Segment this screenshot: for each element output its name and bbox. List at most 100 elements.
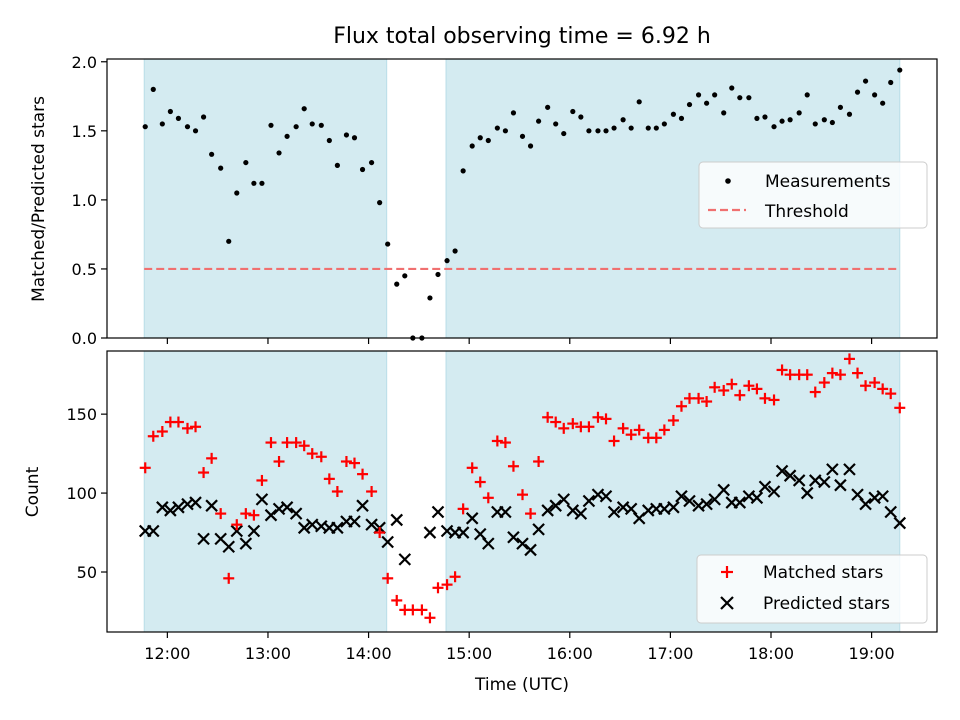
matched-star-point xyxy=(550,416,562,428)
measurement-point xyxy=(888,79,894,86)
predicted-star-point xyxy=(365,518,378,531)
predicted-star-point xyxy=(574,507,588,520)
matched-star-point xyxy=(248,509,260,521)
x-tick-label: 18:00 xyxy=(748,644,794,663)
predicted-star-point xyxy=(222,540,236,554)
matched-star-point xyxy=(843,353,855,365)
predicted-star-point xyxy=(264,508,278,522)
measurement-point xyxy=(326,137,332,144)
predicted-star-point xyxy=(348,515,361,528)
measurement-points xyxy=(142,67,903,341)
measurement-point xyxy=(779,118,785,124)
legend-label-measurements: Measurements xyxy=(765,172,891,192)
count-panel: 50 100 150 12:00 13:00 14:00 15:00 16:00 17:00 18… xyxy=(23,350,938,695)
matched-star-point xyxy=(759,392,771,404)
legend-label-matched: Matched stars xyxy=(763,563,883,583)
matched-star-point xyxy=(525,508,537,520)
measurement-point xyxy=(150,86,156,92)
matched-star-point xyxy=(709,381,721,393)
top-y-tick-label: 1.5 xyxy=(72,122,97,141)
matched-star-point xyxy=(223,572,235,584)
measurement-point xyxy=(746,95,752,101)
top-axis-ticks: 0.0 0.5 1.0 1.5 2.0 xyxy=(72,53,873,348)
matched-star-point xyxy=(667,414,679,426)
matched-star-point xyxy=(432,582,444,594)
matched-star-point xyxy=(265,437,277,449)
measurement-point xyxy=(494,125,500,131)
predicted-star-point xyxy=(516,537,529,550)
measurement-point xyxy=(218,165,224,171)
matched-star-point xyxy=(834,369,846,381)
predicted-star-point xyxy=(792,474,806,487)
predicted-star-point xyxy=(582,494,596,508)
ratio-panel: 0.00.51.01.52.0 Matched/Predicted stars … xyxy=(29,53,938,348)
predicted-star-point xyxy=(859,497,872,511)
predicted-star-point xyxy=(499,505,512,519)
measurement-point xyxy=(276,150,282,156)
x-tick-label: 17:00 xyxy=(647,644,693,663)
top-y-tick-label: 2.0 xyxy=(72,53,97,72)
measurement-point xyxy=(620,117,626,123)
measurement-point xyxy=(226,238,232,244)
measurement-point xyxy=(469,143,475,149)
measurement-point xyxy=(686,101,693,108)
measurement-point xyxy=(846,111,853,117)
measurement-point xyxy=(359,166,366,173)
matched-star-point xyxy=(583,421,595,433)
matched-star-point xyxy=(650,432,662,444)
measurement-point xyxy=(636,99,642,105)
matched-star-point xyxy=(231,519,243,531)
matched-star-point xyxy=(542,411,554,423)
predicted-star-point xyxy=(884,505,897,519)
predicted-star-point xyxy=(280,501,294,514)
matched-star-point xyxy=(608,435,620,447)
measurement-point xyxy=(402,273,408,279)
top-legend-box xyxy=(698,161,928,229)
predicted-star-point xyxy=(189,496,202,509)
matched-star-point xyxy=(693,392,705,404)
measurement-point xyxy=(502,128,508,134)
predicted-star-point xyxy=(717,483,730,497)
matched-star-point xyxy=(701,396,713,408)
matched-star-point xyxy=(374,527,386,539)
bottom-y-tick-label: 150 xyxy=(66,405,97,424)
measurement-point xyxy=(536,118,542,124)
measurement-point xyxy=(243,159,249,166)
measurement-point xyxy=(167,108,173,115)
top-y-tick-label: 0.5 xyxy=(72,260,97,279)
measurement-point xyxy=(586,128,592,134)
matched-star-point xyxy=(517,489,529,501)
measurement-point xyxy=(678,115,685,121)
legend-label-threshold: Threshold xyxy=(764,202,849,222)
matched-star-point xyxy=(533,456,545,468)
matched-star-point xyxy=(340,456,352,468)
matched-star-point xyxy=(852,367,864,379)
measurement-point xyxy=(318,122,324,128)
predicted-star-point xyxy=(843,463,856,476)
measurement-point xyxy=(485,137,491,144)
matched-star-point xyxy=(801,369,813,381)
measurement-point xyxy=(452,248,458,254)
measurement-point xyxy=(611,125,617,131)
measurement-point xyxy=(184,124,191,130)
matched-star-point xyxy=(416,604,428,616)
measurement-point xyxy=(653,125,659,131)
predicted-star-point xyxy=(197,532,210,546)
measurement-point xyxy=(234,190,240,196)
predicted-star-point xyxy=(289,507,303,520)
matched-star-point xyxy=(190,421,202,433)
matched-star-point xyxy=(466,462,478,474)
measurement-point xyxy=(854,89,861,95)
x-tick-label: 14:00 xyxy=(346,644,392,663)
matched-star-point xyxy=(256,474,268,486)
measurement-point xyxy=(872,92,878,98)
predicted-star-point xyxy=(675,489,688,503)
matched-star-point xyxy=(391,594,403,606)
matched-star-point xyxy=(869,377,881,389)
predicted-star-point xyxy=(331,521,344,535)
predicted-star-point xyxy=(818,475,831,489)
predicted-star-point xyxy=(423,526,437,539)
measurement-point xyxy=(570,108,576,115)
measurement-point xyxy=(862,78,869,84)
